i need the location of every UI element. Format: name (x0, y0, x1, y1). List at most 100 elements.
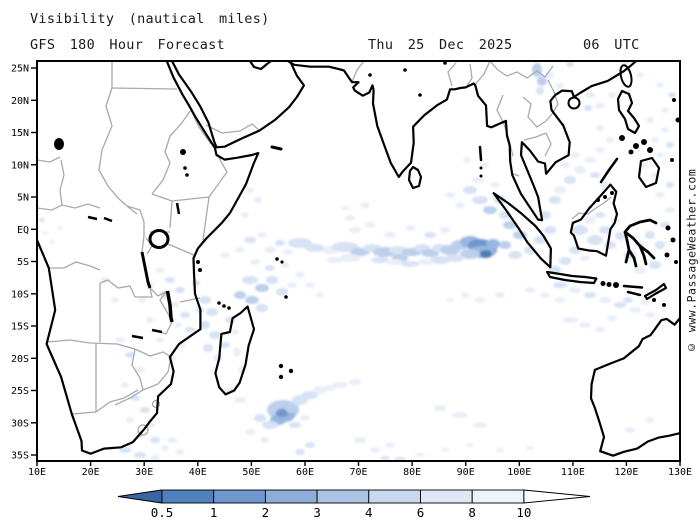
lon-label: 110E (561, 467, 585, 478)
visibility-patch (220, 342, 230, 348)
visibility-patch (250, 259, 260, 265)
visibility-patch (305, 282, 315, 288)
borneo (569, 183, 619, 257)
visibility-patch (255, 284, 269, 292)
visibility-patch (174, 322, 182, 328)
visibility-colorbar: 0.5 1 2 3 4 6 8 10 (117, 489, 591, 520)
colorbar-label: 10 (516, 505, 531, 520)
visibility-patch (244, 237, 256, 243)
visibility-patch (265, 265, 275, 271)
visibility-patch (175, 287, 185, 293)
visibility-patch (562, 317, 578, 323)
visibility-patch (394, 457, 406, 460)
visibility-patch (661, 127, 669, 133)
lat-label: 25S (11, 386, 29, 397)
visibility-patch (125, 352, 135, 358)
visibility-patch (599, 226, 611, 234)
visibility-patch (257, 232, 267, 238)
visibility-patch (463, 186, 477, 194)
visibility-patch (495, 292, 505, 298)
visibility-patch (656, 152, 664, 158)
coastlines-layer (38, 62, 679, 457)
lon-label: 10E (28, 467, 46, 478)
luzon (616, 89, 641, 135)
visibility-patch (331, 242, 359, 252)
colorbar-segment (213, 489, 266, 504)
visibility-patch (580, 255, 590, 261)
visibility-patch (241, 212, 249, 218)
visibility-patch (316, 292, 324, 298)
lon-label: 100E (507, 467, 531, 478)
lat-label: 15N (11, 128, 29, 139)
sumatra (492, 192, 552, 269)
visibility-patch (150, 437, 160, 443)
visibility-patch (417, 259, 433, 265)
visibility-patch (349, 227, 361, 233)
lon-label: 30E (135, 467, 153, 478)
visibility-patch (606, 137, 614, 143)
palawan (599, 157, 619, 184)
visibility-patch (295, 272, 305, 278)
visibility-patch (246, 187, 254, 193)
visibility-patch (540, 292, 550, 298)
visibility-patch (556, 83, 564, 89)
visibility-patch (649, 261, 661, 269)
visibility-patch (572, 225, 588, 235)
java (546, 270, 598, 285)
lake-victoria (148, 229, 170, 249)
visibility-patch (256, 304, 268, 312)
visibility-patch (466, 443, 474, 447)
mindanao (637, 156, 661, 189)
visibility-patch (475, 297, 485, 303)
visibility-patch (130, 395, 140, 401)
page-title: Visibility (nautical miles) (30, 11, 270, 27)
visibility-patch (327, 257, 343, 263)
visibility-patch (584, 157, 596, 163)
valid-date: Thu 25 Dec 2025 (368, 37, 513, 53)
visibility-patch (559, 257, 571, 265)
visibility-patch (192, 280, 200, 286)
visibility-patch (302, 391, 318, 399)
visibility-patch (305, 244, 325, 252)
colorbar-segment (368, 489, 421, 504)
visibility-patch (264, 247, 276, 253)
small-lakes (87, 215, 163, 340)
visibility-patch (434, 405, 446, 411)
visibility-patch (554, 186, 566, 194)
visibility-patch (176, 449, 184, 455)
lat-label: 30S (11, 418, 29, 429)
visibility-patch (288, 238, 312, 248)
lon-label: 50E (242, 467, 260, 478)
visibility-patch (646, 117, 654, 123)
visibility-patch (275, 240, 285, 246)
visibility-patch (570, 152, 580, 158)
visibility-patch (295, 449, 305, 455)
lat-label: 25N (11, 64, 29, 75)
visibility-shading-layer (38, 62, 676, 460)
visibility-patch (209, 331, 221, 339)
visibility-patch (651, 137, 659, 143)
visibility-patch (430, 256, 450, 264)
visibility-patch (405, 225, 415, 231)
visibility-patch (42, 231, 48, 235)
taiwan (619, 64, 633, 88)
visibility-patch (584, 216, 596, 224)
lake-malawi (165, 290, 174, 323)
visibility-patch (446, 254, 464, 262)
visibility-patch (245, 429, 255, 435)
visibility-patch (199, 296, 211, 304)
visibility-patch (641, 162, 649, 168)
lon-label: 70E (349, 467, 367, 478)
lat-label: 5N (17, 193, 29, 204)
visibility-patch (472, 196, 488, 204)
visibility-patch (261, 437, 269, 443)
visibility-patch (585, 92, 595, 98)
visibility-patch (532, 63, 542, 77)
visibility-patch (220, 252, 230, 258)
visibility-patch (180, 312, 190, 318)
valid-time: 06 UTC (583, 37, 640, 53)
colorbar-label: 3 (313, 505, 321, 520)
longitude-axis: 10E 20E 30E 40E 50E 60E 70E 80E 90E 100E 110E 120E 1… (28, 461, 692, 478)
visibility-patch (472, 177, 484, 183)
